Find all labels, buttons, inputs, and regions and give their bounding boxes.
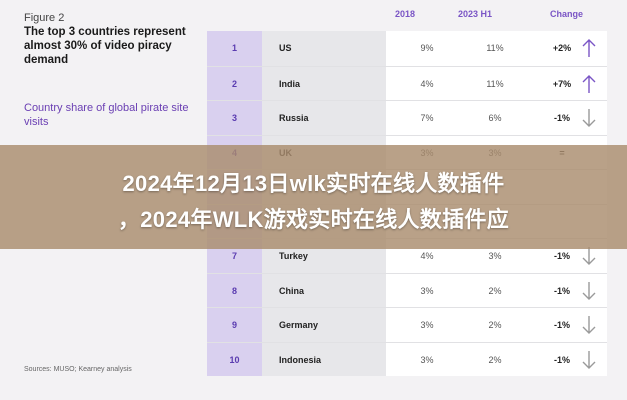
value-2018-cell: 4% (420, 78, 434, 89)
table-row: 8 China 3% 2% -1% (207, 272, 607, 308)
figure-headline: The top 3 countries represent almost 30%… (24, 26, 186, 66)
arrow-down-icon (582, 247, 596, 265)
table-row: 10 Indonesia 3% 2% -1% (207, 341, 607, 377)
figure-subhead: Country share of global pirate site visi… (24, 102, 189, 128)
table-header: 2018 2023 H1 Change (380, 9, 620, 25)
value-2018-cell: 4% (420, 251, 434, 261)
value-2023h1-cell: 3% (488, 251, 502, 261)
country-cell: China (279, 285, 305, 296)
value-2023h1-cell: 6% (488, 113, 502, 123)
arrow-up-icon (582, 74, 596, 93)
arrow-down-icon (582, 281, 596, 300)
change-cell: +7% (552, 78, 572, 89)
value-2018-cell: 3% (420, 285, 434, 296)
table-row: 2 India 4% 11% +7% (207, 65, 607, 101)
rank-cell: 10 (229, 354, 240, 365)
col-header-2023h1: 2023 H1 (458, 9, 493, 19)
arrow-down-icon (582, 350, 596, 369)
col-header-2018: 2018 (395, 9, 416, 19)
value-2023h1-cell: 11% (486, 43, 504, 53)
country-cell: Germany (279, 320, 319, 330)
figure-label: Figure 2 (24, 12, 65, 24)
rank-cell: 2 (231, 78, 237, 89)
value-2023h1-cell: 2% (488, 285, 502, 296)
table-row: 1 US 9% 11% +2% (207, 31, 607, 65)
title-line-1: 2024年12月13日wlk实时在线人数插件 (122, 171, 505, 196)
arrow-down-icon (582, 316, 596, 334)
value-2018-cell: 9% (420, 43, 434, 53)
change-cell: +2% (552, 43, 572, 53)
table-row: 3 Russia 7% 6% -1% (207, 100, 607, 135)
figure-source: Sources: MUSO; Kearney analysis (24, 366, 132, 373)
table-row: 9 Germany 3% 2% -1% (207, 307, 607, 342)
country-cell: India (279, 78, 301, 89)
rank-cell: 7 (231, 251, 237, 261)
arrow-down-icon (582, 109, 596, 127)
col-header-change: Change (550, 9, 584, 19)
rank-cell: 9 (231, 320, 237, 330)
title-overlay (0, 145, 627, 249)
value-2018-cell: 7% (420, 113, 434, 123)
article-title-banner: 2024年12月13日wlk实时在线人数插件 ，2024年WLK游戏实时在线人数… (0, 166, 627, 238)
rank-cell: 3 (231, 113, 237, 123)
change-cell: -1% (553, 113, 570, 123)
value-2023h1-cell: 2% (488, 354, 502, 365)
value-2023h1-cell: 2% (488, 320, 502, 330)
arrow-up-icon (582, 39, 596, 57)
title-line-2: ，2024年WLK游戏实时在线人数插件应 (117, 207, 510, 232)
value-2018-cell: 3% (420, 320, 434, 330)
country-cell: Turkey (279, 251, 308, 261)
change-cell: -1% (553, 285, 570, 296)
rank-cell: 1 (231, 43, 237, 53)
change-cell: -1% (553, 320, 570, 330)
country-cell: US (279, 43, 292, 53)
country-cell: Indonesia (279, 354, 322, 365)
change-cell: -1% (553, 354, 570, 365)
value-2023h1-cell: 11% (486, 78, 504, 89)
change-cell: -1% (553, 251, 570, 261)
country-cell: Russia (279, 113, 309, 123)
rank-cell: 8 (231, 285, 237, 296)
value-2018-cell: 3% (420, 354, 434, 365)
